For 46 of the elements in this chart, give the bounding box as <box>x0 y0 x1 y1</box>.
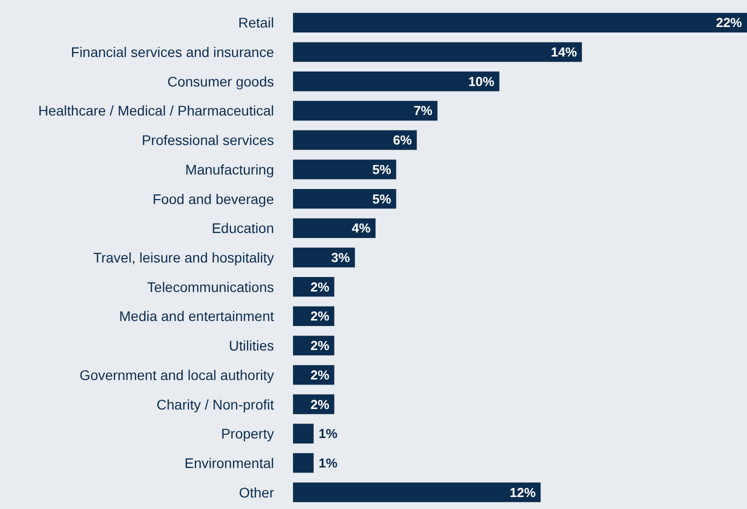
data-label: 14% <box>550 44 578 60</box>
y-tick-label: Other <box>238 484 274 500</box>
y-tick-label: Manufacturing <box>185 161 274 178</box>
data-label: 5% <box>372 191 392 206</box>
y-tick-label: Telecommunications <box>147 278 274 295</box>
data-label: 10% <box>468 74 495 89</box>
data-label: 2% <box>310 308 330 324</box>
y-tick-label: Consumer goods <box>167 73 274 90</box>
y-tick-label: Property <box>221 426 274 442</box>
bar <box>293 42 582 62</box>
data-label: 2% <box>310 279 330 294</box>
y-tick-label: Education <box>212 220 274 236</box>
y-tick-label: Financial services and insurance <box>70 44 274 60</box>
y-tick-label: Healthcare / Medical / Pharmaceutical <box>38 102 274 119</box>
bar <box>293 12 747 33</box>
data-label: 3% <box>331 250 350 265</box>
data-label: 6% <box>393 132 412 148</box>
bar <box>293 453 314 473</box>
bar <box>293 424 314 444</box>
data-label: 12% <box>510 484 536 500</box>
y-tick-label: Professional services <box>142 132 274 148</box>
data-label: 5% <box>372 162 392 177</box>
data-label: 22% <box>716 15 742 30</box>
y-tick-label: Utilities <box>228 338 274 354</box>
y-tick-label: Travel, leisure and hospitality <box>93 250 274 266</box>
data-label: 2% <box>310 338 330 354</box>
bar <box>293 248 355 268</box>
data-label: 7% <box>414 103 433 118</box>
data-label: 1% <box>318 426 338 442</box>
bar <box>293 160 396 180</box>
y-tick-label: Government and local authority <box>79 366 274 383</box>
data-label: 2% <box>310 367 330 382</box>
y-tick-label: Environmental <box>184 454 274 471</box>
bar <box>293 188 396 209</box>
bar <box>293 72 500 92</box>
y-tick-label: Media and entertainment <box>119 308 274 324</box>
bar <box>293 482 541 502</box>
y-tick-label: Retail <box>238 14 274 31</box>
data-label: 1% <box>318 455 338 470</box>
bar <box>293 218 376 238</box>
data-label: 2% <box>310 396 330 412</box>
data-label: 4% <box>352 220 371 236</box>
bar <box>293 130 417 150</box>
bar <box>293 100 438 121</box>
y-tick-label: Food and beverage <box>152 190 274 207</box>
y-tick-label: Charity / Non-profit <box>156 396 274 412</box>
